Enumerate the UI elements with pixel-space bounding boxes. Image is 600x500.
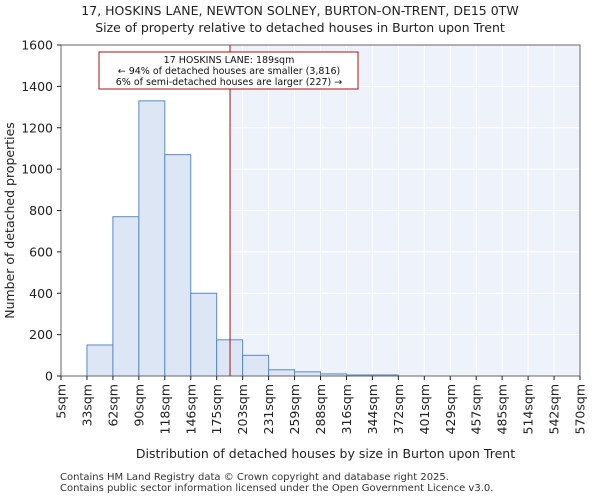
y-tick-label: 800	[29, 203, 53, 218]
y-axis-label: Number of detached properties	[2, 122, 17, 319]
x-tick-label: 372sqm	[391, 384, 406, 434]
x-tick-label: 62sqm	[105, 384, 120, 427]
x-tick-label: 33sqm	[79, 384, 94, 427]
x-tick-label: 231sqm	[261, 384, 276, 434]
y-tick-label: 1200	[21, 120, 53, 135]
y-tick-label: 1400	[21, 79, 53, 94]
y-tick-label: 600	[29, 244, 53, 259]
histogram-bar	[268, 369, 296, 377]
x-tick-label: 429sqm	[443, 384, 458, 434]
x-axis-label: Distribution of detached houses by size …	[136, 446, 515, 461]
histogram-bar	[112, 216, 140, 377]
annotation-box: 17 HOSKINS LANE: 189sqm ← 94% of detache…	[98, 51, 359, 90]
y-tick-label: 200	[29, 327, 53, 342]
histogram-bar	[242, 354, 270, 377]
axis-layer: 0 200 400 600 800 1000 1200 1400 1600 5sqm 33sqm 62…	[21, 38, 587, 435]
histogram-bar	[86, 344, 114, 377]
x-tick-label: 485sqm	[495, 384, 510, 434]
x-tick-label: 344sqm	[365, 384, 380, 434]
histogram-bar	[164, 154, 192, 377]
x-tick-label: 316sqm	[339, 384, 354, 434]
x-tick-label: 90sqm	[131, 384, 146, 427]
chart-subtitle: Size of property relative to detached ho…	[95, 20, 505, 35]
annotation-line-2: ← 94% of detached houses are smaller (3,…	[118, 66, 341, 77]
footer: Contains HM Land Registry data © Crown c…	[60, 472, 493, 494]
right-shade-layer	[230, 44, 581, 377]
annotation-line-3: 6% of semi-detached houses are larger (2…	[116, 77, 343, 88]
y-tick-label: 1000	[21, 162, 53, 177]
annotation-rect	[98, 51, 359, 90]
x-tick-label: 514sqm	[521, 384, 536, 434]
histogram-bar	[190, 292, 218, 377]
x-tick-label: 118sqm	[157, 384, 172, 434]
x-tick-label: 288sqm	[313, 384, 328, 434]
chart-title: 17, HOSKINS LANE, NEWTON SOLNEY, BURTON-…	[81, 3, 519, 18]
y-tick-label: 0	[45, 369, 53, 384]
x-tick-label: 570sqm	[573, 384, 588, 434]
x-tick-label: 259sqm	[287, 384, 302, 434]
x-tick-label: 203sqm	[235, 384, 250, 434]
histogram-bar	[138, 100, 166, 377]
y-tick-label: 1600	[21, 38, 53, 53]
x-tick-label: 401sqm	[417, 384, 432, 434]
footer-line-2: Contains public sector information licen…	[60, 483, 494, 494]
y-tick-label: 400	[29, 286, 53, 301]
histogram-bar	[294, 371, 321, 377]
chart-title-block: 17, HOSKINS LANE, NEWTON SOLNEY, BURTON-…	[0, 2, 600, 36]
footer-line-1: Contains HM Land Registry data © Crown c…	[60, 472, 449, 483]
x-tick-label: 175sqm	[209, 384, 224, 434]
annotation-line-1: 17 HOSKINS LANE: 189sqm	[164, 55, 295, 66]
x-tick-label: 542sqm	[547, 384, 562, 434]
x-tick-label: 146sqm	[183, 384, 198, 434]
x-tick-label: 457sqm	[469, 384, 484, 434]
x-tick-label: 5sqm	[54, 384, 69, 419]
